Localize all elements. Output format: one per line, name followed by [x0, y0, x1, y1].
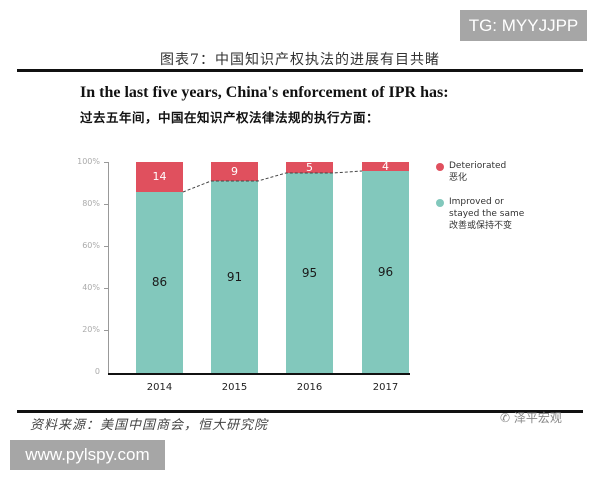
x-tick-label: 2017	[372, 382, 399, 393]
legend-improved-zh: 改善或保持不变	[449, 221, 513, 231]
y-tick	[104, 162, 109, 163]
x-axis	[108, 373, 410, 375]
figure-title: 图表7：中国知识产权执法的进展有目共睹	[160, 52, 440, 68]
x-tick-label: 2014	[146, 382, 173, 393]
legend-improved-en-1: Improved or	[449, 197, 504, 207]
legend-deteriorated-zh: 恶化	[449, 173, 468, 183]
improved-legend-dot-icon	[436, 199, 444, 207]
bar-2015: 9 91	[211, 162, 258, 373]
bar-2016: 5 95	[286, 162, 333, 373]
legend-deteriorated: Deteriorated 恶化	[449, 160, 506, 184]
wechat-icon: ✆	[500, 411, 514, 425]
watermark-bottom: www.pylspy.com	[10, 440, 165, 470]
deteriorated-segment: 4	[362, 161, 409, 172]
improved-segment: 86	[136, 192, 183, 373]
bar-2017: 4 96	[362, 161, 409, 373]
y-tick-label: 20%	[82, 325, 100, 334]
improved-segment: 96	[362, 171, 409, 373]
y-axis	[108, 162, 109, 374]
y-tick-label: 100%	[77, 157, 100, 166]
deteriorated-segment: 5	[286, 162, 333, 173]
source-note: 资料来源：美国中国商会，恒大研究院	[30, 418, 269, 433]
y-tick-label: 40%	[82, 283, 100, 292]
chart-title-en: In the last five years, China's enforcem…	[80, 84, 449, 101]
brand-text: 泽平宏观	[513, 411, 562, 425]
legend-improved-en-2: stayed the same	[449, 209, 525, 219]
y-tick	[104, 288, 109, 289]
y-tick	[104, 246, 109, 247]
deteriorated-legend-dot-icon	[436, 163, 444, 171]
deteriorated-segment: 9	[211, 162, 258, 181]
y-tick-label: 80%	[82, 199, 100, 208]
y-tick	[104, 330, 109, 331]
x-tick-label: 2015	[221, 382, 248, 393]
improved-segment: 95	[286, 173, 333, 373]
legend-deteriorated-en: Deteriorated	[449, 161, 507, 171]
bar-2014: 14 86	[136, 162, 183, 373]
watermark-top: TG: MYYJJPP	[460, 10, 587, 41]
improved-segment: 91	[211, 181, 258, 373]
top-rule	[17, 69, 583, 72]
deteriorated-segment: 14	[136, 162, 183, 192]
legend-improved: Improved or stayed the same 改善或保持不变	[449, 196, 524, 232]
y-tick-label: 60%	[82, 241, 100, 250]
chart-title-zh: 过去五年间，中国在知识产权法律法规的执行方面：	[80, 110, 380, 125]
y-tick-label: 0	[94, 367, 100, 376]
y-tick	[104, 204, 109, 205]
bottom-rule	[17, 410, 583, 413]
x-tick-label: 2016	[296, 382, 323, 393]
brand-label: ✆ 泽平宏观	[500, 409, 562, 426]
